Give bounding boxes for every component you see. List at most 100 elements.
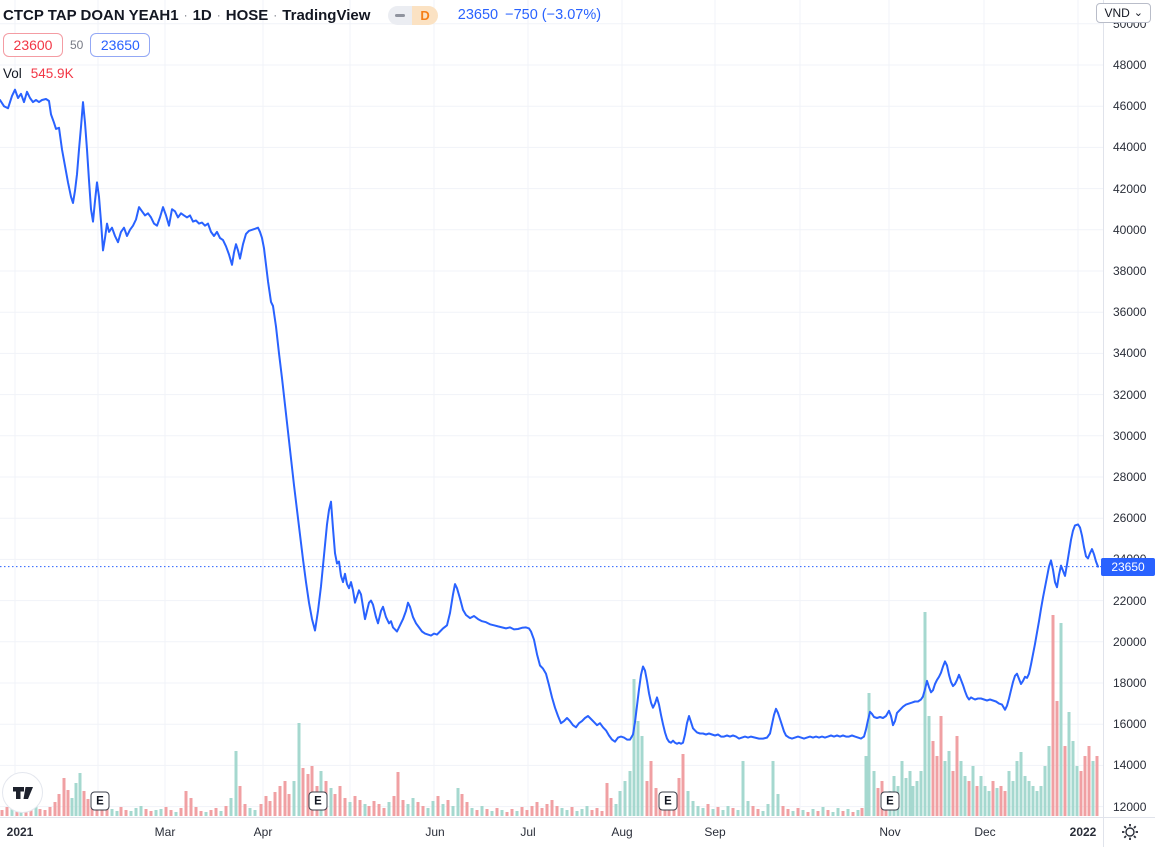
volume-bar — [480, 806, 484, 816]
time-tick-label[interactable]: Aug — [611, 825, 633, 839]
volume-bar — [268, 801, 272, 816]
volume-bar — [144, 809, 148, 816]
volume-bar — [836, 808, 840, 816]
volume-bar — [816, 811, 820, 816]
volume-bar — [686, 791, 690, 816]
volume-bar — [510, 809, 514, 816]
time-tick-label[interactable]: 2022 — [1069, 825, 1097, 839]
volume-bar — [911, 786, 915, 816]
symbol-title[interactable]: CTCP TAP DOAN YEAH1 — [3, 6, 179, 24]
volume-bar — [174, 812, 178, 816]
volume-bar — [139, 806, 143, 816]
earnings-badge[interactable]: E — [880, 791, 900, 811]
exchange-label[interactable]: HOSE — [225, 6, 269, 24]
price-axis[interactable]: 50000 48000 46000 44000 42000 40000 38000 36000… — [1103, 0, 1155, 817]
volume-bar — [66, 790, 70, 816]
volume-bar — [411, 798, 415, 816]
volume-bar — [219, 811, 223, 816]
volume-bar — [786, 809, 790, 816]
volume-bar — [329, 788, 333, 816]
time-tick-label[interactable]: Mar — [154, 825, 176, 839]
tradingview-logo[interactable] — [2, 772, 43, 813]
volume-bar — [628, 771, 632, 816]
volume-bar — [931, 741, 935, 816]
volume-bar — [1063, 746, 1067, 816]
volume-bar — [224, 806, 228, 816]
volume-bar — [264, 796, 268, 816]
interval-badge-d[interactable]: D — [412, 5, 438, 25]
volume-bar — [248, 808, 252, 816]
time-tick-label[interactable]: Nov — [879, 825, 901, 839]
volume-bar — [1031, 786, 1035, 816]
volume-bar — [846, 809, 850, 816]
time-tick-label[interactable]: Sep — [704, 825, 726, 839]
chart-legend: CTCP TAP DOAN YEAH1 · 1D · HOSE · Tradin… — [3, 4, 601, 81]
volume-bar — [86, 799, 90, 816]
volume-bar — [338, 786, 342, 816]
volume-bar — [706, 804, 710, 816]
time-tick-label[interactable]: Jul — [520, 825, 536, 839]
volume-bar — [1019, 752, 1023, 816]
volume-bar — [333, 794, 337, 816]
provider-link[interactable]: TradingView — [282, 6, 371, 24]
volume-bar — [999, 786, 1003, 816]
price-tick-label: 26000 — [1113, 511, 1147, 526]
volume-bar — [129, 811, 133, 816]
volume-bar — [826, 810, 830, 816]
ask-price-button[interactable]: 23650 — [90, 33, 151, 57]
currency-menu-button[interactable]: VND ⌄ — [1096, 3, 1151, 23]
volume-bar — [475, 810, 479, 816]
volume-bar — [421, 806, 425, 816]
price-change-readout: 23650 −750 (−3.07%) — [458, 7, 601, 23]
earnings-badge[interactable]: E — [308, 791, 328, 811]
interval-label[interactable]: 1D — [192, 6, 212, 24]
volume-bar — [701, 808, 705, 816]
volume-bar — [234, 751, 238, 816]
volume-bar — [53, 802, 57, 816]
last-price-value: 23650 — [457, 7, 499, 23]
volume-bar — [550, 800, 554, 816]
time-tick-label[interactable]: 2021 — [6, 825, 34, 839]
volume-bar — [900, 761, 904, 816]
volume-bar — [756, 809, 760, 816]
volume-bar — [959, 761, 963, 816]
volume-bar — [78, 773, 82, 816]
volume-bar — [259, 804, 263, 816]
theme-toggle-button[interactable] — [1103, 817, 1155, 847]
volume-bar — [520, 807, 524, 816]
volume-bar — [908, 771, 912, 816]
volume-bar — [465, 802, 469, 816]
time-axis[interactable]: 2021 Mar Apr Jun Jul Aug Sep Nov Dec 2022 — [0, 817, 1155, 847]
volume-bar — [184, 791, 188, 816]
volume-bar — [169, 810, 173, 816]
price-tick-label: 46000 — [1113, 99, 1147, 114]
earnings-badge[interactable]: E — [90, 791, 110, 811]
volume-bar — [1079, 771, 1083, 816]
time-tick-label[interactable]: Jun — [425, 825, 445, 839]
bid-price-button[interactable]: 23600 — [3, 33, 63, 57]
volume-bar — [1083, 756, 1087, 816]
volume-bar — [1043, 766, 1047, 816]
volume-value: 545.9K — [30, 66, 74, 81]
volume-bar — [485, 809, 489, 816]
volume-bar — [864, 756, 868, 816]
hide-series-segment[interactable] — [388, 5, 413, 25]
volume-bar — [348, 802, 352, 816]
volume-bar — [416, 802, 420, 816]
time-tick-label[interactable]: Dec — [974, 825, 996, 839]
volume-bar — [29, 810, 33, 816]
volume-label[interactable]: Vol — [3, 66, 22, 81]
volume-bar — [975, 786, 979, 816]
time-tick-label[interactable]: Apr — [253, 825, 273, 839]
volume-bar — [441, 804, 445, 816]
series-visibility-toggle[interactable]: D — [388, 5, 438, 25]
volume-bar — [396, 772, 400, 816]
earnings-badge[interactable]: E — [658, 791, 678, 811]
volume-bar — [387, 802, 391, 816]
volume-bar — [575, 811, 579, 816]
volume-bar — [229, 798, 233, 816]
volume-bar — [963, 776, 967, 816]
volume-bar — [1067, 712, 1071, 816]
price-tick-label: 48000 — [1113, 58, 1147, 72]
